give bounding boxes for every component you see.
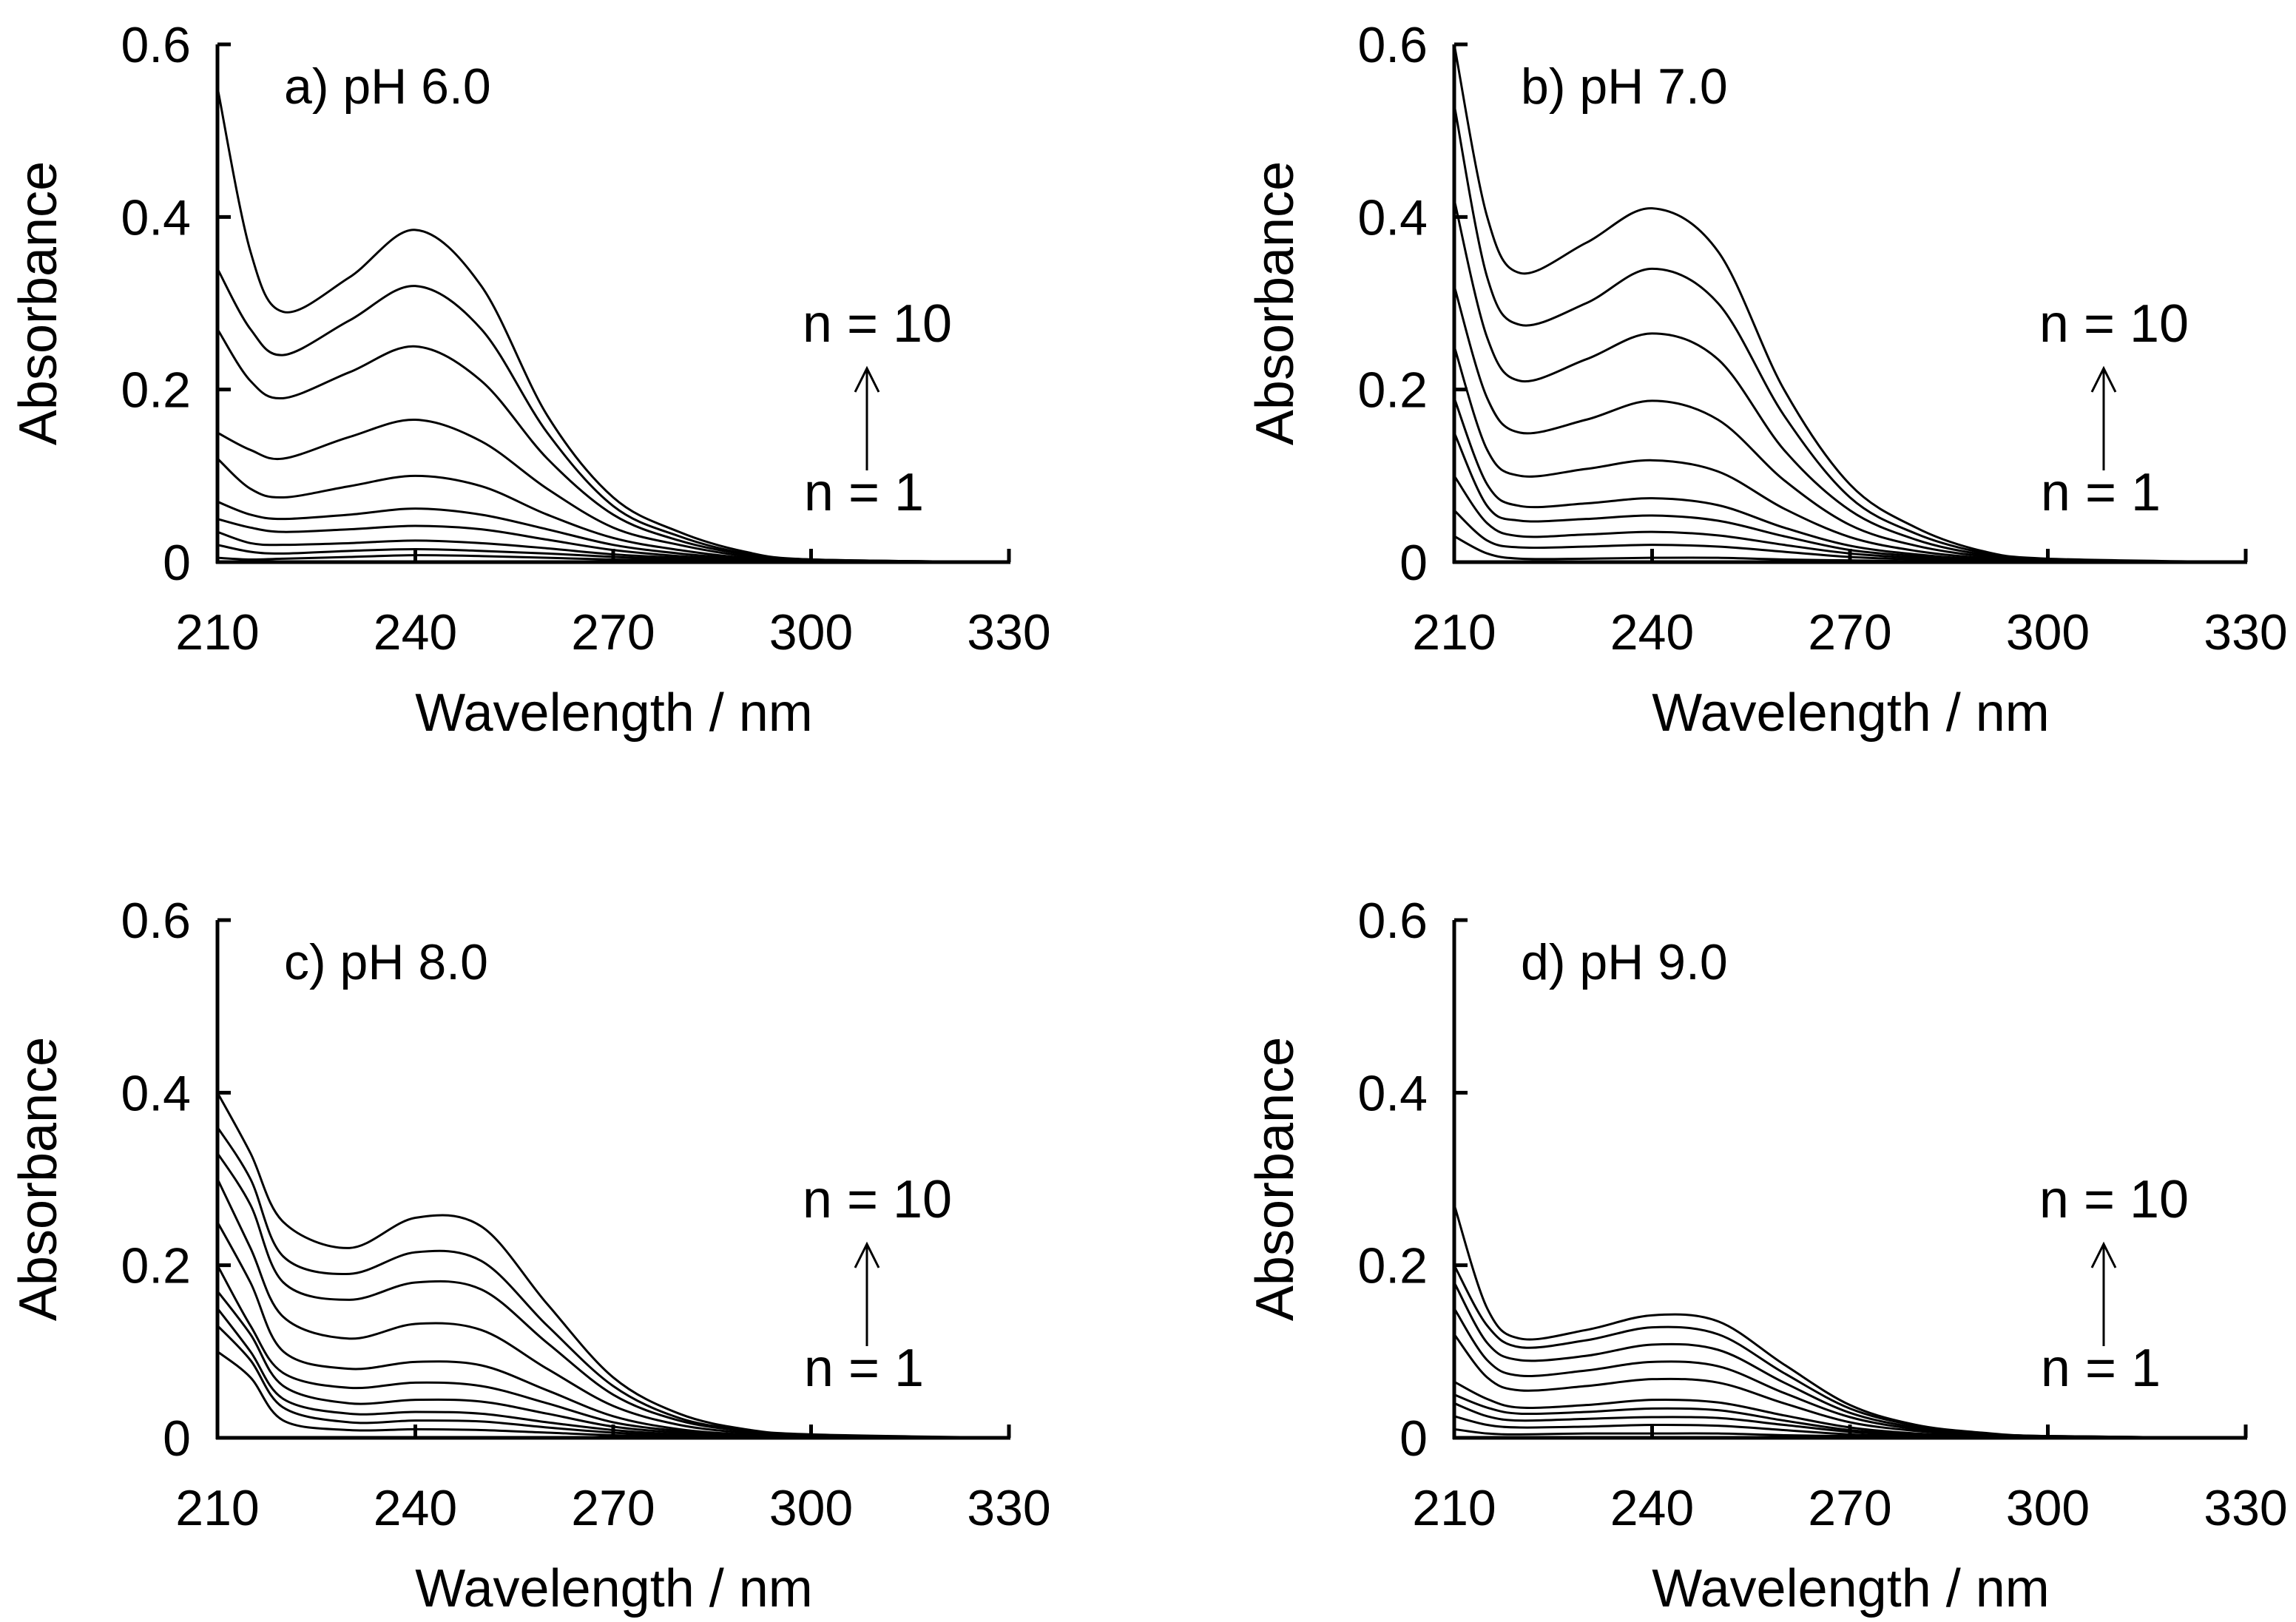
y-axis-label: Absorbance [9, 1037, 68, 1321]
x-axis-label: Wavelength / nm [415, 683, 813, 743]
x-tick-label: 300 [769, 1480, 853, 1536]
spectrum-line-n1 [1454, 535, 2246, 562]
y-tick-label: 0.4 [121, 189, 191, 246]
y-tick-label: 0.6 [121, 17, 191, 73]
chart-panel: 210 240 270 300 330 0 0.2 0.4 0.6 Wavelength / nm… [1246, 893, 2288, 1618]
x-tick-label: 270 [571, 604, 655, 660]
spectrum-line-n10 [217, 1092, 1009, 1438]
x-tick-label: 300 [2006, 1480, 2090, 1536]
y-tick-label: 0.2 [121, 1238, 191, 1294]
x-tick-label: 300 [769, 604, 853, 660]
y-tick-label: 0.4 [121, 1065, 191, 1121]
y-tick-label: 0.4 [1357, 189, 1428, 246]
panel-label: c) pH 8.0 [284, 934, 488, 990]
x-axis-label: Wavelength / nm [415, 1559, 813, 1618]
spectrum-line-n10 [1454, 44, 2246, 562]
y-tick-label: 0 [1399, 535, 1428, 591]
spectrum-line-n1 [1454, 1427, 2246, 1438]
x-tick-label: 270 [1808, 604, 1891, 660]
spectrum-line-n10 [1454, 1204, 2246, 1438]
y-tick-label: 0 [1399, 1410, 1428, 1467]
y-tick-label: 0 [163, 535, 191, 591]
y-tick-label: 0.2 [1357, 362, 1428, 419]
chart-panel: 210 240 270 300 330 0 0.2 0.4 0.6 Wavelength / nm… [1246, 17, 2288, 743]
y-tick-label: 0.2 [1357, 1238, 1428, 1294]
x-tick-label: 210 [175, 1480, 259, 1536]
panel-label: a) pH 6.0 [284, 58, 491, 115]
x-tick-label: 300 [2006, 604, 2090, 660]
chart-panel: 210 240 270 300 330 0 0.2 0.4 0.6 Wavelength / nm… [9, 893, 1051, 1618]
annotation-n-bottom: n = 1 [2041, 463, 2161, 522]
arrow-head-icon [2090, 365, 2117, 393]
x-axis-label: Wavelength / nm [1652, 1559, 2050, 1618]
panel-label: d) pH 9.0 [1521, 934, 1728, 990]
arrow-head-icon [2090, 1241, 2117, 1268]
spectrum-line-n10 [217, 87, 1009, 562]
x-tick-label: 240 [374, 1480, 457, 1536]
x-tick-label: 330 [2204, 604, 2287, 660]
x-axis-label: Wavelength / nm [1652, 683, 2050, 743]
x-tick-label: 210 [1412, 1480, 1496, 1536]
y-tick-label: 0.2 [121, 362, 191, 419]
x-tick-label: 210 [175, 604, 259, 660]
annotation-n-top: n = 10 [803, 1170, 952, 1229]
arrow-head-icon [854, 365, 880, 393]
x-tick-label: 240 [1610, 1480, 1694, 1536]
annotation-n-bottom: n = 1 [2041, 1339, 2161, 1398]
annotation-n-top: n = 10 [2039, 294, 2189, 354]
annotation-n-top: n = 10 [803, 294, 952, 354]
y-axis-label: Absorbance [9, 161, 68, 445]
y-tick-label: 0.6 [1357, 893, 1428, 949]
chart-panel: 210 240 270 300 330 0 0.2 0.4 0.6 Wavelength / nm… [9, 17, 1051, 743]
x-tick-label: 330 [967, 1480, 1050, 1536]
x-tick-label: 330 [967, 604, 1050, 660]
series-group [217, 87, 1009, 562]
panel-label: b) pH 7.0 [1521, 58, 1728, 115]
x-tick-label: 240 [1610, 604, 1694, 660]
y-tick-label: 0.6 [1357, 17, 1428, 73]
x-tick-label: 270 [571, 1480, 655, 1536]
annotation-n-bottom: n = 1 [804, 1339, 924, 1398]
arrow-head-icon [854, 1241, 880, 1268]
x-tick-label: 270 [1808, 1480, 1891, 1536]
series-group [1454, 1204, 2246, 1438]
y-tick-label: 0 [163, 1410, 191, 1467]
x-tick-label: 330 [2204, 1480, 2287, 1536]
y-axis-label: Absorbance [1246, 1037, 1305, 1321]
y-axis-label: Absorbance [1246, 161, 1305, 445]
spectrum-line-n9 [1454, 104, 2246, 562]
x-tick-label: 240 [374, 604, 457, 660]
annotation-n-bottom: n = 1 [804, 463, 924, 522]
y-tick-label: 0.6 [121, 893, 191, 949]
spectrum-line-n6 [1454, 345, 2246, 562]
x-tick-label: 210 [1412, 604, 1496, 660]
annotation-n-top: n = 10 [2039, 1170, 2189, 1229]
y-tick-label: 0.4 [1357, 1065, 1428, 1121]
